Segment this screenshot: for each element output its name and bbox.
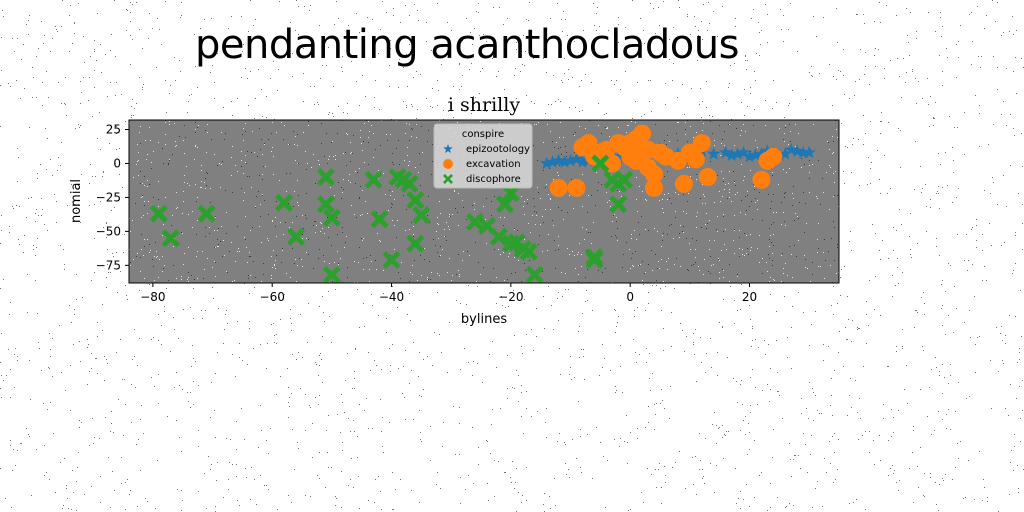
plot-frame: [128, 119, 840, 284]
y-tick-label: −50: [96, 224, 121, 238]
discophore-point: [161, 229, 180, 248]
epizootology-point: [778, 147, 792, 160]
legend-label: excavation: [466, 159, 521, 170]
discophore-point: [609, 195, 628, 214]
epizootology-point: [569, 152, 584, 166]
discophore-point: [382, 250, 401, 269]
discophore-point: [197, 204, 216, 223]
excavation-point: [549, 178, 568, 197]
epizootology-point: [546, 155, 560, 168]
legend-box: [433, 123, 533, 189]
epizootology-point: [724, 148, 739, 161]
x-tick-label: −40: [379, 290, 404, 304]
excavation-point: [692, 134, 711, 153]
discophore-point: [412, 206, 431, 225]
excavation-point: [645, 178, 664, 197]
excavation-point: [698, 168, 717, 187]
discophore-point: [287, 227, 306, 246]
discophore-point: [275, 193, 294, 212]
discophore-point: [149, 204, 168, 223]
discophore-point: [400, 174, 419, 193]
epizootology-point: [748, 148, 763, 161]
discophore-point: [322, 208, 341, 227]
epizootology-point: [742, 149, 757, 163]
discophore-point: [364, 170, 383, 189]
legend-marker-epizootology: [443, 144, 453, 153]
epizootology-point: [540, 156, 554, 170]
x-tick-label: 20: [742, 290, 757, 304]
epizootology-point: [802, 145, 816, 159]
y-tick-label: 0: [113, 156, 121, 170]
x-tick-label: −80: [140, 290, 165, 304]
chart-title: i shrilly: [448, 94, 520, 116]
x-axis: −80 −60 −40 −20 0 20: [140, 283, 757, 304]
discophore-point: [466, 212, 485, 231]
excavation-point: [645, 165, 664, 184]
y-tick-label: −75: [96, 258, 121, 272]
legend-label: epizootology: [466, 144, 530, 155]
epizootology-point: [575, 155, 590, 168]
excavation-point: [764, 147, 783, 166]
discophore-point: [406, 191, 425, 210]
y-tick-label: −25: [96, 190, 121, 204]
legend-title: conspire: [462, 129, 504, 140]
excavation-point: [567, 178, 586, 197]
excavation-point: [633, 124, 652, 143]
epizootology-point: [754, 147, 769, 160]
excavation-point: [674, 174, 693, 193]
figure-suptitle: pendanting acanthocladous: [195, 22, 739, 68]
discophore-point: [495, 195, 514, 214]
x-tick-label: −20: [498, 290, 523, 304]
epizootology-point: [730, 147, 745, 160]
discophore-point: [406, 234, 425, 253]
legend-label: discophore: [466, 174, 521, 185]
legend: conspire epizootology excavation discophor…: [433, 123, 533, 189]
excavation-point: [686, 150, 705, 169]
epizootology-point: [796, 145, 810, 159]
discophore-point: [370, 210, 389, 229]
discophore-point: [519, 242, 538, 261]
x-tick-label: 0: [626, 290, 634, 304]
legend-marker-excavation: [443, 159, 453, 169]
y-tick-label: 25: [106, 123, 121, 137]
discophore-point: [525, 265, 544, 283]
epizootology-point: [563, 153, 578, 167]
discophore-point: [316, 195, 335, 214]
discophore-point: [316, 168, 335, 187]
epizootology-point: [736, 145, 751, 159]
discophore-point: [489, 227, 508, 246]
legend-marker-discophore: [443, 174, 453, 184]
epizootology-point: [557, 155, 572, 168]
x-tick-label: −60: [260, 290, 285, 304]
epizootology-point: [707, 147, 721, 160]
y-axis: 25 0 −25 −50 −75: [96, 123, 129, 272]
x-axis-label: bylines: [461, 312, 507, 327]
y-axis-label: nomial: [69, 179, 84, 223]
discophore-point: [501, 184, 520, 203]
epizootology-point: [719, 145, 733, 159]
excavation-point: [752, 170, 771, 189]
legend-items: epizootology excavation discophore: [443, 144, 530, 185]
discophore-point: [615, 170, 634, 189]
discophore-point: [322, 265, 341, 283]
discophore-point: [585, 250, 604, 269]
chart-marks: [149, 124, 816, 283]
discophore-point: [591, 154, 610, 173]
